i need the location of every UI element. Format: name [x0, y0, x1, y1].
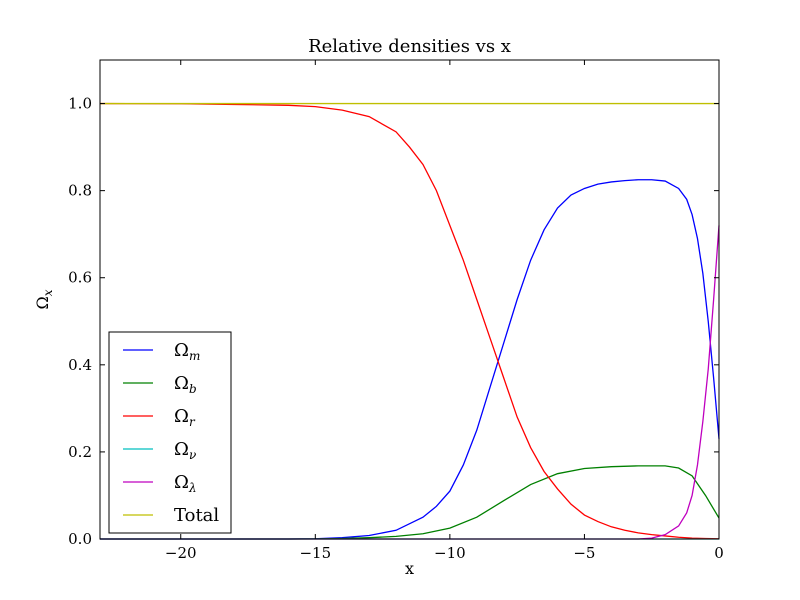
legend-label-sub: λ [188, 481, 197, 495]
y-tick-label: 0.8 [68, 182, 92, 200]
legend-label-sub: m [189, 349, 200, 363]
x-tick-label: −15 [299, 544, 331, 562]
legend-label-main: Ω [174, 406, 189, 427]
legend-label-1: Ωb [174, 373, 197, 396]
legend-box [108, 331, 232, 534]
legend-label-main: Ω [174, 373, 189, 394]
y-tick-label: 0.2 [68, 443, 92, 461]
series-line-2 [99, 102, 720, 540]
x-axis-label: x [405, 559, 414, 578]
legend-label-sub: r [189, 415, 196, 429]
series-line-0 [100, 179, 720, 540]
y-axis-label: Ωx [33, 289, 55, 309]
legend-label-5: Total [174, 505, 219, 526]
x-tick-label: −10 [434, 544, 466, 562]
legend-label-main: Ω [174, 439, 189, 460]
legend-label-main: Ω [174, 472, 189, 493]
y-tick-label: 0.4 [68, 356, 92, 374]
legend-label-3: Ων [174, 439, 196, 462]
legend-label-main: Total [174, 505, 219, 526]
plot-frame [99, 59, 720, 540]
legend-label-0: Ωm [174, 340, 200, 363]
ticks-layer: −20 −15 −10 −5 0 0.0 0.2 0.4 0.6 0.8 1.0 [68, 60, 724, 562]
y-axis-label-main: Ω [33, 296, 52, 309]
x-tick-label: −5 [573, 544, 595, 562]
y-tick-label: 0.0 [68, 530, 92, 548]
x-tick-label: 0 [714, 544, 724, 562]
legend-label-2: Ωr [174, 406, 196, 429]
x-tick-label: −20 [165, 544, 197, 562]
y-tick-label: 1.0 [68, 95, 92, 113]
y-axis-label-sub: x [41, 289, 55, 296]
chart-title: Relative densities vs x [308, 36, 511, 57]
y-tick-label: 0.6 [68, 269, 92, 287]
legend-label-sub: b [189, 382, 197, 396]
legend-label-sub: ν [189, 448, 196, 462]
legend-label-main: Ω [174, 340, 189, 361]
legend-label-4: Ωλ [174, 472, 197, 495]
